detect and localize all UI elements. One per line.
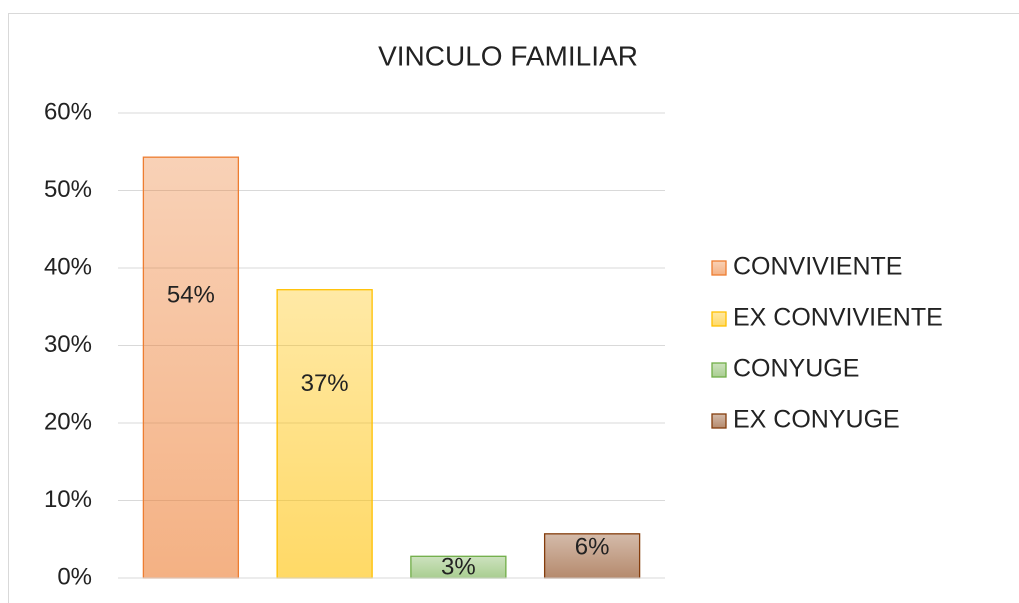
y-tick-label: 0% <box>57 563 92 590</box>
y-tick-label: 50% <box>44 176 92 203</box>
data-label: 3% <box>441 554 476 581</box>
legend-swatch <box>711 260 727 276</box>
chart-title: VINCULO FAMILIAR <box>378 40 638 71</box>
data-label: 54% <box>167 281 215 308</box>
legend-label: CONYUGE <box>733 355 859 383</box>
legend-swatch <box>711 362 727 378</box>
bar <box>543 533 641 579</box>
bar <box>276 289 373 579</box>
data-label: 6% <box>575 534 610 561</box>
y-tick-label: 20% <box>44 408 92 435</box>
legend-swatch <box>711 311 727 327</box>
legend-swatch <box>711 413 727 429</box>
y-tick-label: 30% <box>44 331 92 358</box>
legend-label: CONVIVIENTE <box>733 253 902 281</box>
y-tick-label: 10% <box>44 486 92 513</box>
legend-label: EX CONYUGE <box>733 406 900 434</box>
bar <box>142 156 240 579</box>
legend-label: EX CONVIVIENTE <box>733 304 943 332</box>
y-tick-label: 60% <box>44 98 92 125</box>
y-tick-label: 40% <box>44 253 92 280</box>
data-label: 37% <box>301 370 349 397</box>
